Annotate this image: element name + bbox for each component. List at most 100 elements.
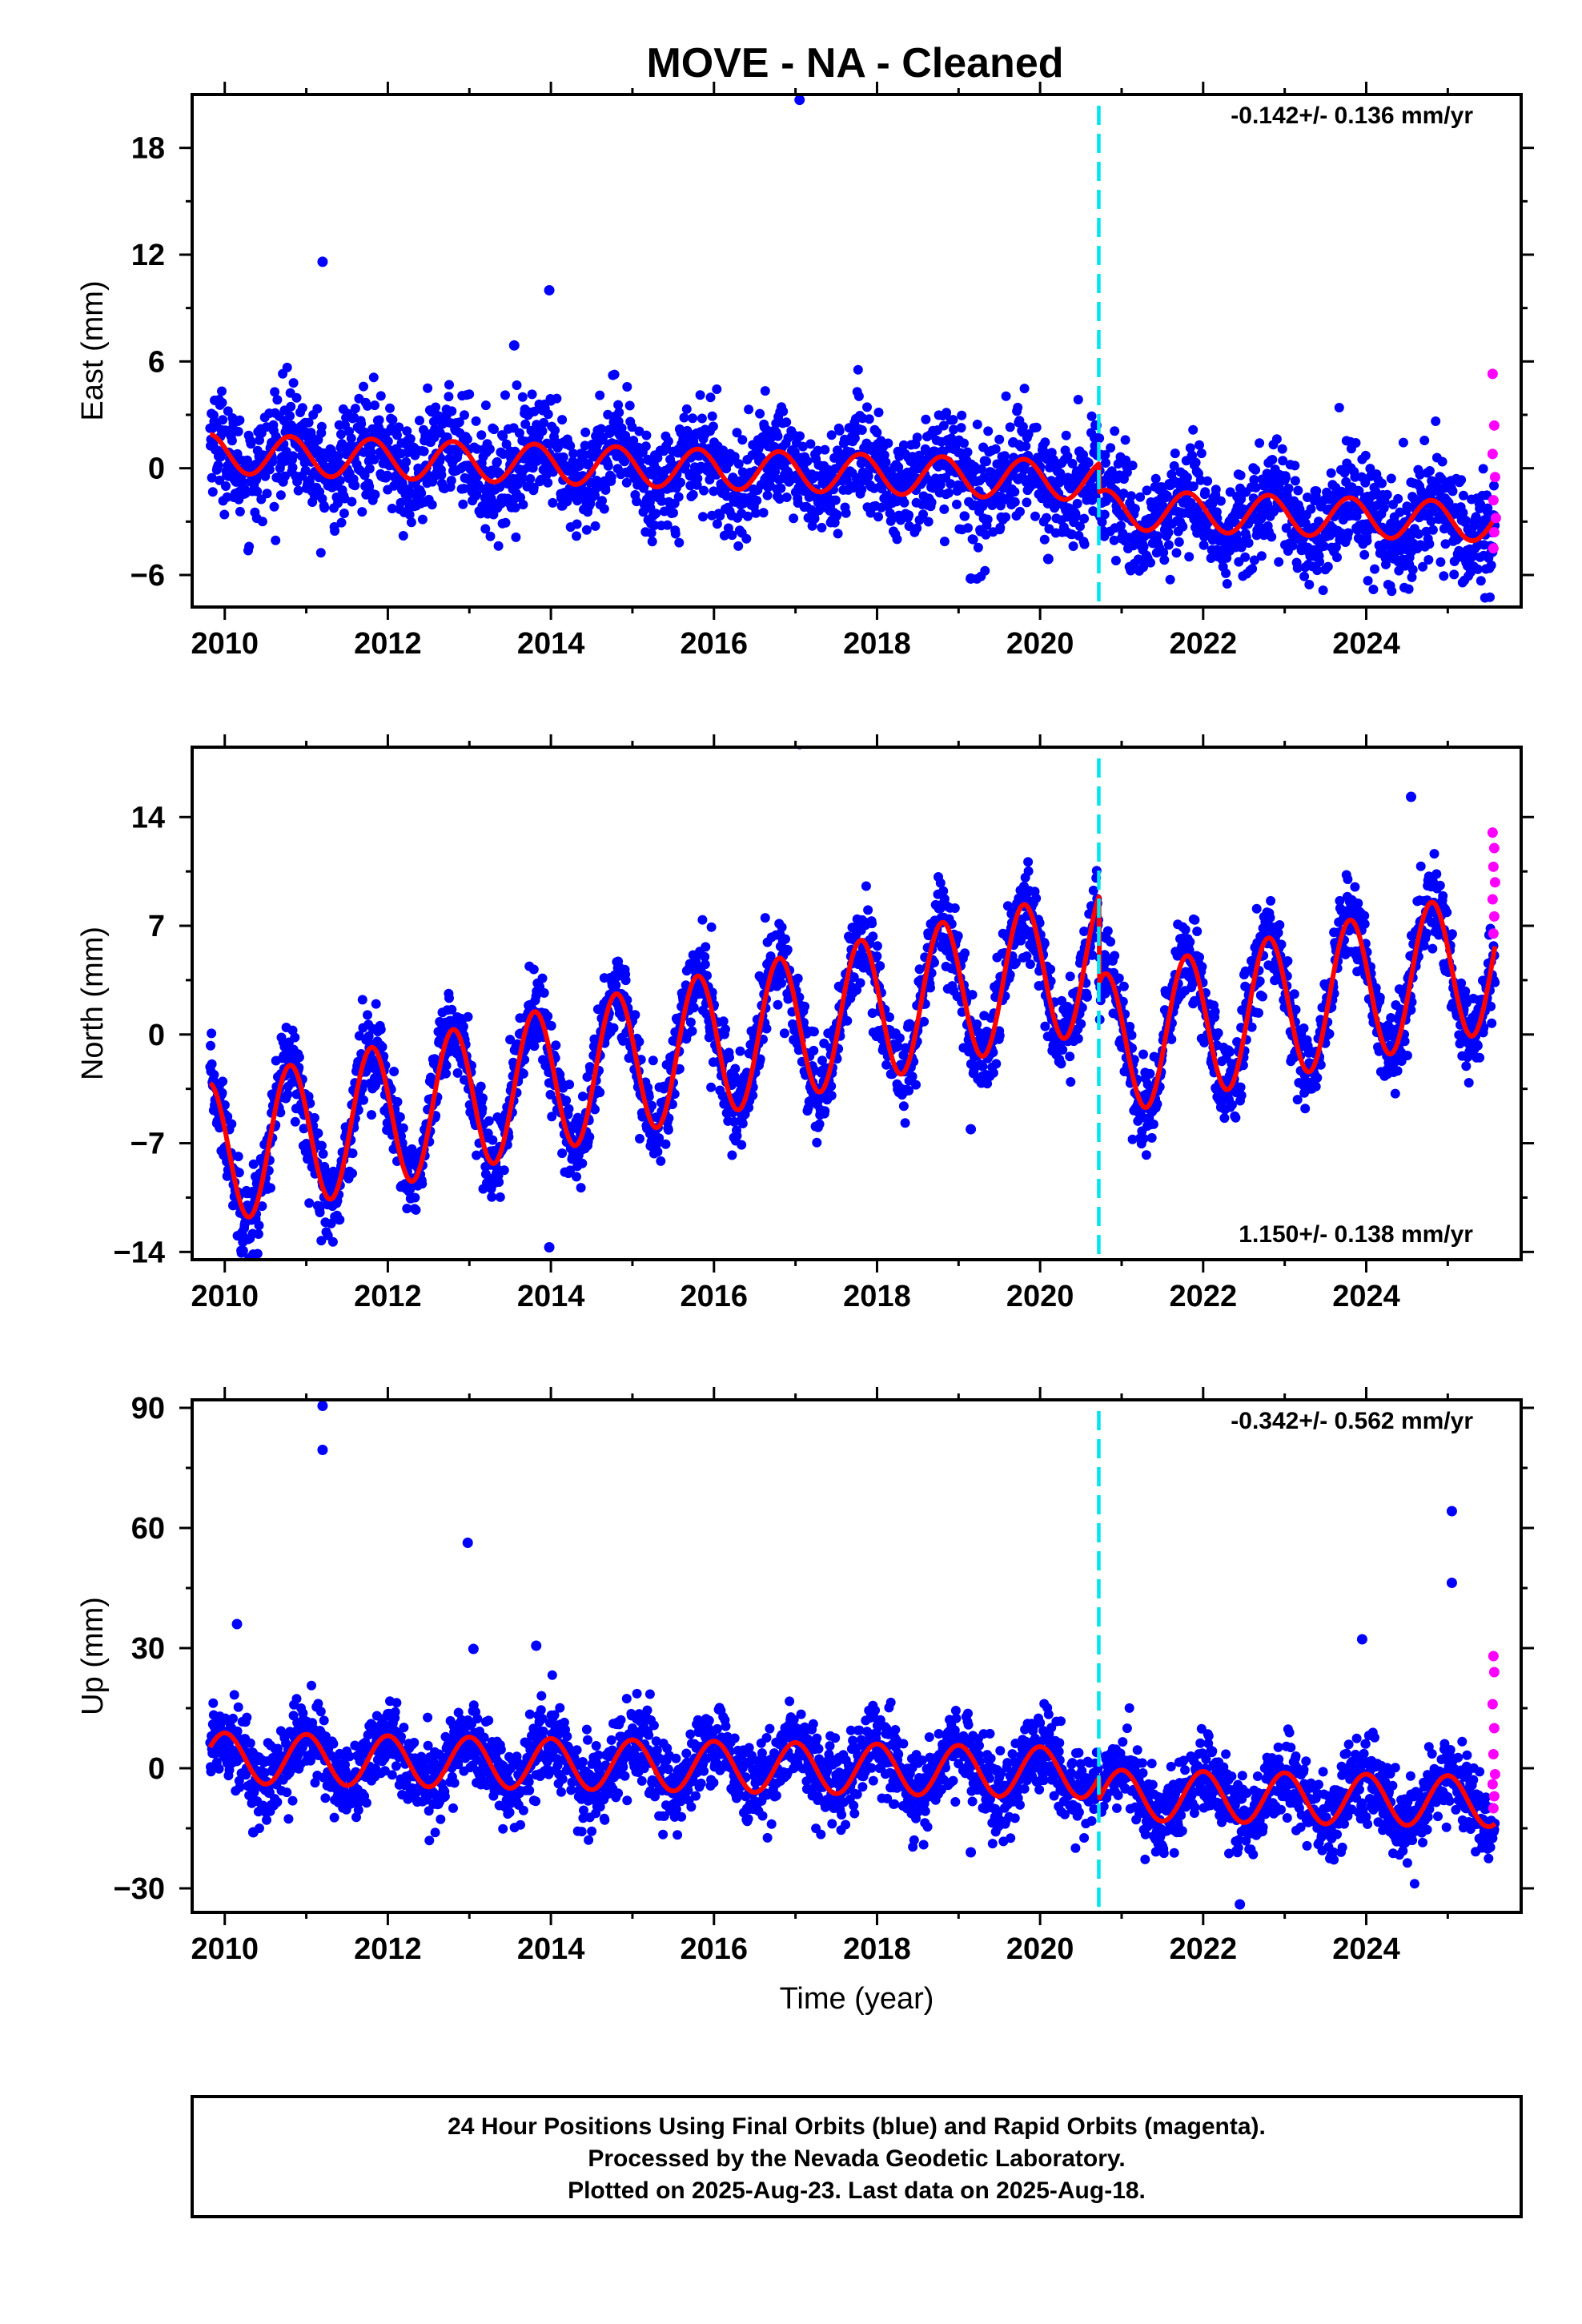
data-point (227, 1119, 237, 1129)
data-point (1331, 542, 1341, 553)
data-point (1426, 516, 1436, 526)
data-point (248, 1159, 259, 1169)
data-point (1118, 489, 1129, 499)
data-point (957, 410, 967, 420)
panel-north: 2010 2012 2014 2016 2018 2020 2022 2024−14−7071… (76, 734, 1534, 1313)
data-point (907, 1072, 917, 1082)
data-point (287, 462, 298, 472)
data-point (624, 400, 635, 411)
data-point (809, 513, 820, 524)
data-point (737, 1119, 748, 1128)
data-point (406, 517, 416, 528)
data-point (315, 548, 326, 558)
data-point (695, 390, 705, 400)
data-point (500, 517, 511, 528)
data-point (357, 507, 367, 517)
data-point (447, 1004, 457, 1015)
data-point (1152, 531, 1162, 541)
data-point (564, 1104, 574, 1114)
data-point (1073, 395, 1083, 404)
data-point (769, 442, 780, 452)
data-point (855, 978, 865, 988)
data-point (1382, 489, 1392, 500)
data-point (879, 450, 889, 460)
data-point (899, 497, 909, 508)
data-point (1005, 422, 1015, 432)
data-point (1169, 460, 1179, 471)
data-point (471, 416, 481, 426)
data-point (462, 434, 472, 444)
data-point (885, 1012, 894, 1023)
data-point (404, 509, 415, 520)
data-point (1326, 468, 1336, 478)
data-point (550, 425, 560, 436)
data-point (392, 1096, 403, 1107)
data-point (1424, 539, 1435, 549)
data-point (1040, 1021, 1050, 1031)
data-point (1387, 586, 1397, 597)
data-point (616, 423, 627, 433)
data-point (270, 387, 280, 397)
data-point (1315, 557, 1325, 567)
data-point (662, 520, 673, 530)
data-point (727, 530, 737, 541)
data-point (1485, 592, 1495, 602)
data-point (1023, 429, 1034, 440)
data-point (789, 513, 799, 524)
data-point (912, 523, 922, 533)
data-point (300, 465, 311, 476)
data-point (1019, 384, 1030, 394)
data-point (315, 1201, 326, 1212)
data-point (826, 1091, 837, 1100)
data-point (1476, 499, 1486, 509)
data-point (1127, 460, 1138, 471)
data-point (1068, 541, 1078, 551)
data-point (688, 413, 698, 424)
data-point (206, 1040, 215, 1051)
data-point (868, 931, 878, 942)
data-point (316, 1236, 327, 1246)
data-point (1439, 571, 1449, 581)
data-point (730, 1063, 741, 1074)
data-point (392, 430, 402, 440)
y-tick-label: 18 (131, 132, 165, 166)
data-point (707, 411, 717, 421)
data-point (359, 1095, 368, 1105)
data-point (410, 1192, 420, 1203)
data-point (1066, 1077, 1076, 1087)
data-point (1458, 508, 1468, 518)
data-point (576, 1183, 586, 1193)
data-point (1120, 435, 1130, 445)
data-point (1393, 493, 1403, 504)
data-point (537, 426, 548, 436)
data-point (488, 1135, 498, 1145)
data-point (1188, 424, 1199, 435)
data-point (777, 922, 787, 932)
data-point (1471, 512, 1481, 522)
data-point (968, 534, 978, 545)
data-point (744, 404, 754, 415)
data-point (981, 529, 991, 540)
data-point (1203, 476, 1213, 486)
data-point (350, 404, 360, 414)
data-point (385, 403, 395, 413)
y-tick-label: 12 (131, 239, 165, 272)
data-point (359, 381, 368, 392)
data-point (1061, 430, 1071, 440)
data-point (316, 1140, 327, 1151)
data-point (595, 1088, 605, 1098)
data-point (1319, 541, 1329, 551)
data-point (663, 1124, 673, 1135)
data-point (1427, 525, 1438, 535)
data-point (1360, 477, 1371, 488)
rate-annotation: -0.142+/- 0.136 mm/yr (1231, 103, 1473, 129)
data-point (347, 1148, 358, 1159)
data-point (520, 419, 531, 429)
data-point (755, 408, 765, 419)
data-point (480, 400, 491, 411)
data-point (673, 492, 684, 502)
data-point (735, 1046, 745, 1056)
data-point (267, 456, 278, 467)
data-point (590, 521, 600, 531)
